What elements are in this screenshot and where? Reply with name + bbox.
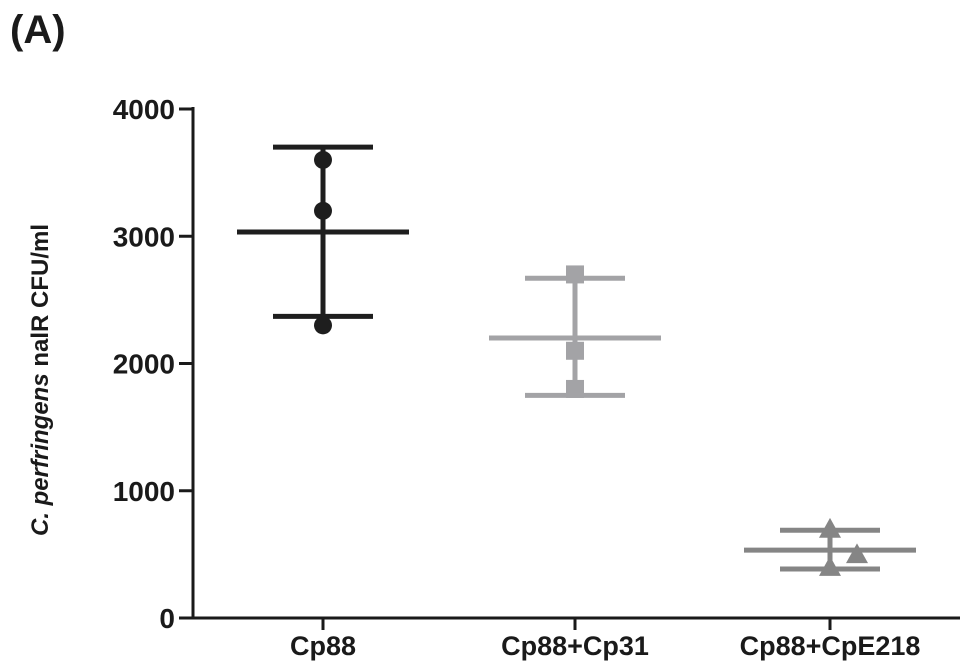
- y-axis-label: C. perfringens nalR CFU/ml: [27, 224, 54, 536]
- data-point: [314, 201, 332, 220]
- y-axis-label-rest: nalR CFU/ml: [27, 224, 54, 373]
- y-tick-label: 3000: [113, 221, 175, 252]
- data-point: [566, 341, 584, 360]
- data-point: [314, 150, 332, 169]
- y-tick-label: 2000: [113, 349, 175, 380]
- data-point: [566, 379, 584, 398]
- x-tick-label: Cp88+CpE218: [740, 631, 921, 661]
- series-Cp88+Cp31: [489, 265, 661, 398]
- y-tick-label: 4000: [113, 94, 175, 125]
- x-tick-label: Cp88+Cp31: [501, 631, 649, 661]
- y-axis: 0 1000 2000 3000 4000: [113, 94, 195, 634]
- y-tick-label: 1000: [113, 476, 175, 507]
- series-Cp88+CpE218: [744, 517, 916, 576]
- y-axis-label-italic: C. perfringens: [27, 373, 54, 536]
- x-tick-label: Cp88: [290, 631, 356, 661]
- data-point: [819, 556, 841, 576]
- data-point: [314, 316, 332, 335]
- x-axis: Cp88 Cp88+Cp31 Cp88+CpE218: [191, 616, 960, 661]
- data-point: [819, 517, 841, 538]
- chart-marks: [237, 144, 916, 576]
- panel-label: (A): [10, 8, 66, 52]
- data-point: [566, 265, 584, 284]
- data-point: [846, 543, 868, 564]
- y-tick-label: 0: [159, 603, 175, 634]
- series-Cp88: [237, 144, 409, 335]
